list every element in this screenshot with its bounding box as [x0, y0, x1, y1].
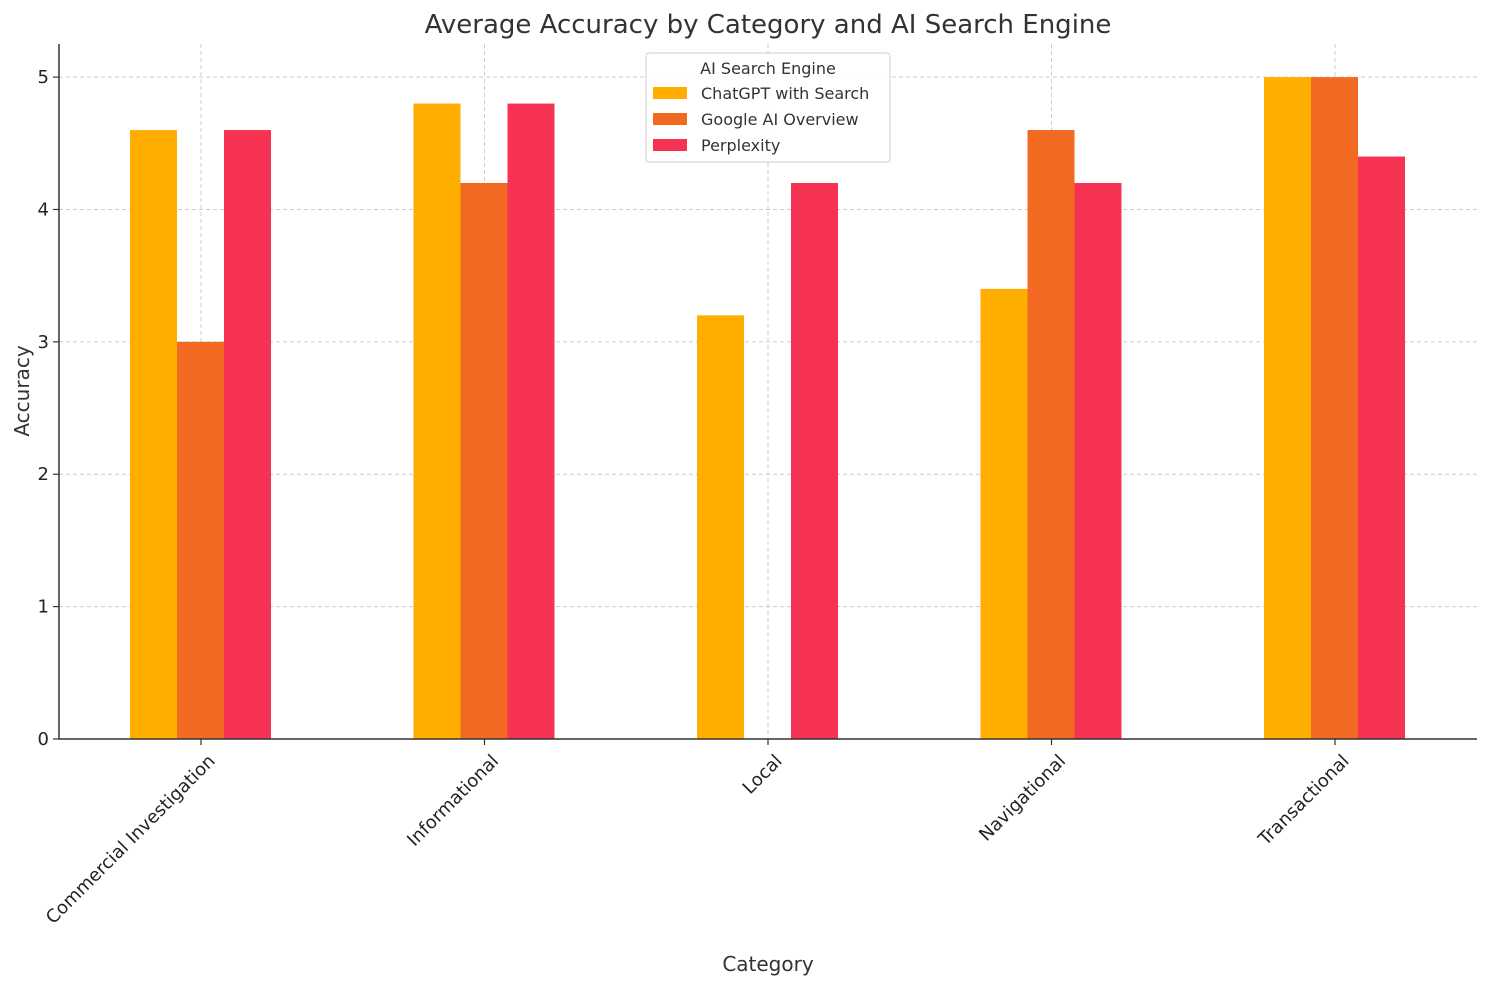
bar-chatgpt-with-search-local [697, 315, 744, 739]
legend-label: Perplexity [701, 136, 780, 155]
legend-box [645, 52, 891, 163]
legend-title: AI Search Engine [700, 59, 836, 78]
bar-chatgpt-with-search-navigational [980, 288, 1028, 739]
y-tick-label: 0 [38, 729, 49, 750]
x-tick-label: Transactional [1254, 751, 1354, 851]
y-tick-label: 1 [38, 597, 49, 618]
y-axis-label: Accuracy [10, 345, 34, 436]
chart-title: Average Accuracy by Category and AI Sear… [425, 10, 1112, 40]
bar-perplexity-local [791, 183, 838, 739]
legend: AI Search Engine ChatGPT with Search Goog… [645, 52, 891, 163]
legend-label: ChatGPT with Search [701, 84, 869, 103]
x-tick-label: Commercial Investigation [42, 751, 220, 929]
legend-label: Google AI Overview [701, 110, 859, 129]
x-tick-label: Informational [403, 751, 503, 851]
bar-chatgpt-with-search-transactional [1264, 77, 1311, 740]
bar-google-ai-overview-transactional [1311, 77, 1358, 740]
bar-chatgpt-with-search-commercial-investigation [130, 130, 177, 740]
legend-swatch [653, 139, 687, 151]
bar-google-ai-overview-informational [460, 183, 508, 739]
x-tick-label: Navigational [975, 751, 1070, 846]
bars [130, 77, 1405, 740]
legend-items: ChatGPT with Search Google AI Overview Per… [653, 84, 869, 155]
legend-swatch [653, 87, 687, 99]
bar-perplexity-commercial-investigation [224, 130, 271, 740]
x-tick-label: Local [739, 751, 787, 799]
x-axis-label: Category [722, 952, 814, 976]
bar-chatgpt-with-search-informational [413, 103, 461, 740]
bar-google-ai-overview-navigational [1027, 130, 1075, 740]
y-tick-label: 4 [38, 199, 49, 220]
bar-google-ai-overview-commercial-investigation [177, 341, 224, 739]
bar-perplexity-informational [507, 103, 555, 740]
bar-perplexity-transactional [1358, 156, 1405, 739]
y-tick-label: 3 [38, 332, 49, 353]
legend-swatch [653, 113, 687, 125]
y-tick-label: 5 [38, 67, 49, 88]
bar-perplexity-navigational [1074, 183, 1122, 739]
y-tick-label: 2 [38, 464, 49, 485]
